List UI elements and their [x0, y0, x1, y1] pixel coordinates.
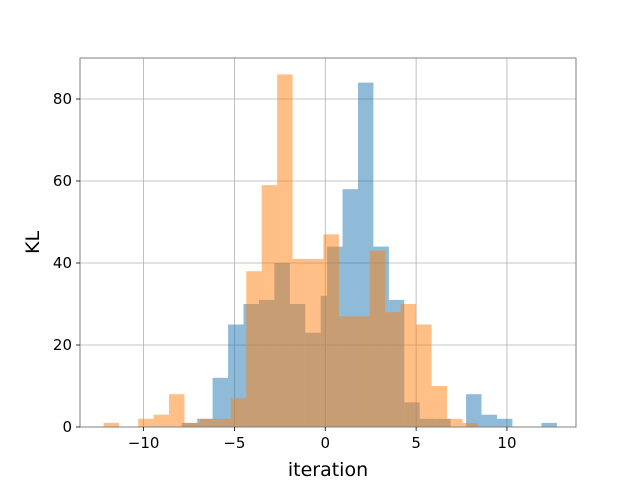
- histogram-bar-series-2: [246, 271, 262, 427]
- x-axis-label: iteration: [288, 459, 368, 480]
- histogram-bar-series-2: [338, 316, 355, 427]
- histogram-bar-series-1: [481, 414, 497, 427]
- histogram-bar-series-2: [169, 394, 185, 427]
- histogram-bar-series-2: [153, 414, 170, 427]
- histogram-bar-series-2: [400, 304, 417, 427]
- histogram-bar-series-1: [496, 418, 513, 427]
- y-tick-label: 80: [53, 90, 72, 108]
- y-axis-label: KL: [22, 231, 44, 254]
- axis-ticks: −10 −5 0 5 10 0 20 40 60 80: [53, 90, 517, 452]
- x-tick-label: 10: [497, 434, 516, 452]
- histogram-bar-series-2: [184, 422, 200, 427]
- histogram-bars: [103, 74, 557, 428]
- histogram-bar-series-2: [416, 324, 432, 427]
- histogram-bar-series-1: [466, 394, 482, 427]
- histogram-bar-series-1: [212, 377, 229, 427]
- histogram-bar-series-2: [215, 418, 231, 427]
- histogram-bar-series-2: [462, 422, 478, 427]
- y-tick-label: 0: [62, 418, 72, 436]
- histogram-bar-series-2: [323, 234, 339, 427]
- histogram-bar-series-2: [447, 418, 463, 427]
- histogram-bar-series-2: [199, 418, 216, 427]
- histogram-bar-series-2: [277, 74, 293, 428]
- y-tick-label: 20: [53, 336, 72, 354]
- histogram-bar-series-2: [230, 398, 247, 427]
- histogram-bar-series-1: [541, 422, 557, 427]
- y-tick-label: 60: [53, 172, 72, 190]
- histogram-bar-series-2: [354, 316, 370, 427]
- histogram-bar-series-2: [369, 250, 386, 427]
- y-tick-label: 40: [53, 254, 72, 272]
- histogram-bar-series-2: [138, 418, 154, 427]
- histogram-bar-series-2: [385, 312, 401, 427]
- histogram-bar-series-2: [261, 185, 278, 427]
- histogram-bar-series-2: [292, 258, 309, 427]
- plot-frame: [79, 57, 577, 428]
- histogram-bar-series-2: [308, 258, 324, 427]
- histogram-bar-series-2: [103, 422, 120, 427]
- x-tick-label: 0: [321, 434, 331, 452]
- x-tick-label: −5: [223, 434, 245, 452]
- histogram-bar-series-2: [431, 386, 448, 427]
- x-tick-label: −10: [128, 434, 160, 452]
- x-tick-label: 5: [411, 434, 421, 452]
